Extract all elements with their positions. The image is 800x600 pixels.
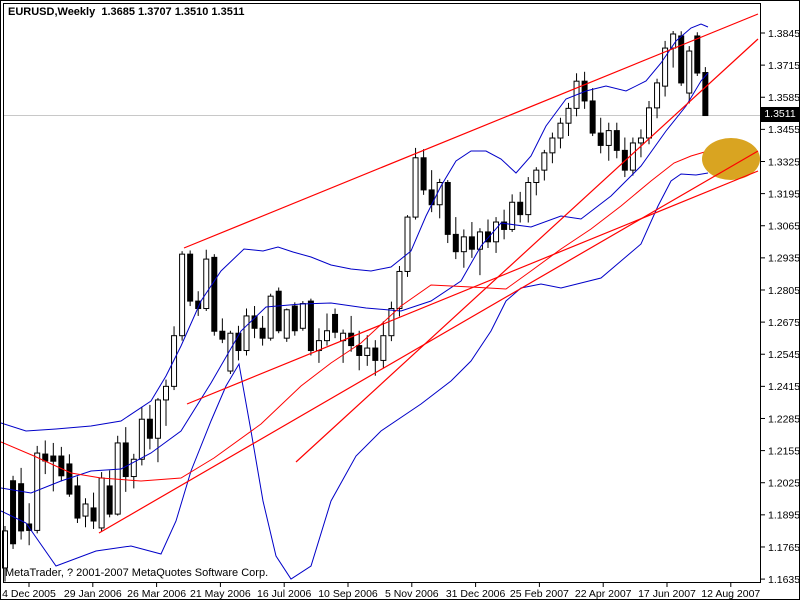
svg-text:5 Nov 2006: 5 Nov 2006: [385, 588, 439, 599]
svg-text:16 Jul 2006: 16 Jul 2006: [257, 588, 311, 599]
annotation-ellipse[interactable]: [702, 138, 760, 180]
trendlines-group[interactable]: [98, 13, 759, 534]
svg-text:1.3845: 1.3845: [768, 28, 799, 40]
svg-text:1.1765: 1.1765: [768, 542, 799, 554]
svg-text:1.2935: 1.2935: [768, 253, 799, 265]
svg-text:21 May 2006: 21 May 2006: [190, 588, 251, 599]
svg-text:1.3325: 1.3325: [768, 156, 799, 168]
svg-text:1.2545: 1.2545: [768, 349, 799, 361]
chart-frame: [3, 3, 761, 583]
svg-text:1.3455: 1.3455: [768, 124, 799, 136]
copyright-label: MetaTrader, ? 2001-2007 MetaQuotes Softw…: [5, 567, 269, 579]
svg-text:1.3065: 1.3065: [768, 221, 799, 233]
svg-text:1.2285: 1.2285: [768, 413, 799, 425]
svg-text:1.2675: 1.2675: [768, 317, 799, 329]
candles-group: [2, 31, 709, 582]
svg-text:1.3585: 1.3585: [768, 92, 799, 104]
svg-text:10 Sep 2006: 10 Sep 2006: [318, 588, 378, 599]
svg-text:26 Mar 2006: 26 Mar 2006: [127, 588, 186, 599]
svg-text:1.2025: 1.2025: [768, 478, 799, 490]
bollinger-bands: [1, 23, 709, 580]
red-moving-average: [1, 150, 709, 482]
chart-title: EURUSD,Weekly 1.3685 1.3707 1.3510 1.351…: [8, 6, 245, 18]
price-axis[interactable]: 1.3845 1.3715 1.3585 1.3455 1.3325 1.3195 1.30…: [761, 28, 799, 586]
svg-text:25 Feb 2007: 25 Feb 2007: [510, 588, 569, 599]
svg-text:17 Jun 2007: 17 Jun 2007: [638, 588, 696, 599]
svg-text:12 Aug 2007: 12 Aug 2007: [701, 588, 760, 599]
svg-text:29 Jan 2006: 29 Jan 2006: [64, 588, 122, 599]
time-axis[interactable]: 4 Dec 2005 29 Jan 2006 26 Mar 2006 21 May 2…: [2, 583, 760, 599]
svg-text:4 Dec 2005: 4 Dec 2005: [2, 588, 56, 599]
svg-text:1.1635: 1.1635: [768, 574, 799, 586]
svg-text:31 Dec 2006: 31 Dec 2006: [446, 588, 506, 599]
svg-text:1.2805: 1.2805: [768, 285, 799, 297]
svg-text:1.3195: 1.3195: [768, 188, 799, 200]
svg-text:1.2415: 1.2415: [768, 381, 799, 393]
svg-text:22 Apr 2007: 22 Apr 2007: [575, 588, 632, 599]
current-price-label: 1.3511: [761, 107, 799, 122]
svg-text:1.3715: 1.3715: [768, 60, 799, 72]
svg-text:1.2155: 1.2155: [768, 445, 799, 457]
svg-text:1.1895: 1.1895: [768, 510, 799, 522]
